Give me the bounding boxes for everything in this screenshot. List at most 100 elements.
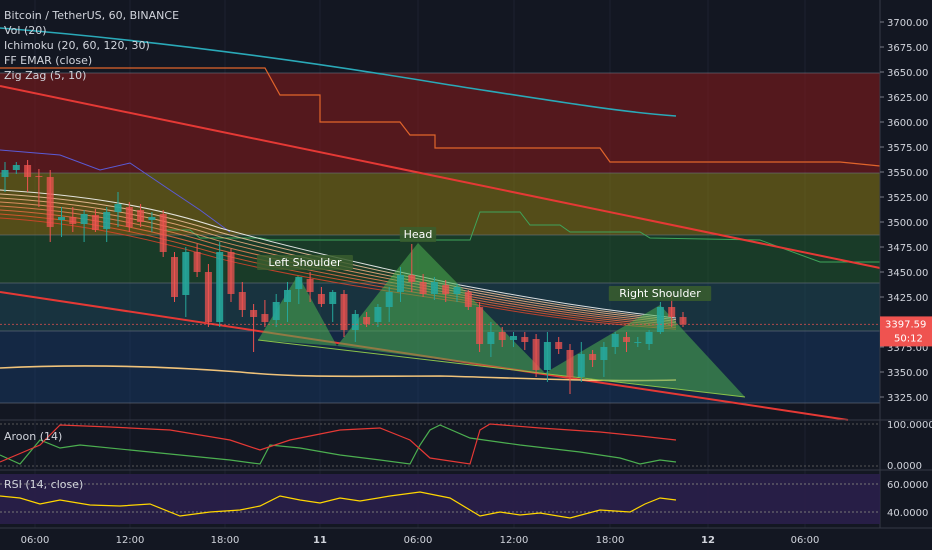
candle-body	[295, 277, 303, 289]
candle-body	[408, 275, 416, 282]
tenkan-line	[0, 149, 231, 233]
short-ma-line	[0, 365, 677, 382]
candle-body	[363, 317, 371, 324]
long-ma-line	[0, 27, 677, 117]
y-tick-label: 3350.00	[887, 368, 928, 379]
y-tick-label: 3600.00	[887, 118, 928, 129]
y-tick-label: 3500.00	[887, 218, 928, 229]
y-tick-label: 3525.00	[887, 193, 928, 204]
indicator-volume[interactable]: Vol (20)	[4, 24, 47, 37]
candle-body	[374, 307, 382, 322]
y-tick-label: 3700.00	[887, 18, 928, 29]
ichimoku-base-line	[0, 67, 881, 167]
candle-body	[543, 342, 551, 370]
candle-body	[442, 285, 450, 294]
rsi-label[interactable]: RSI (14, close)	[4, 478, 84, 491]
candle-body	[329, 292, 337, 304]
indicator-ichimoku[interactable]: Ichimoku (20, 60, 120, 30)	[4, 39, 150, 52]
candle-body	[46, 177, 54, 227]
ema-ribbon-line	[0, 213, 677, 329]
candle-body	[24, 165, 32, 177]
y-tick-label: 3575.00	[887, 143, 928, 154]
rsi-tick-label: 40.0000	[887, 508, 928, 519]
candle-body	[193, 252, 201, 272]
x-tick-label: 06:00	[791, 535, 820, 546]
y-tick-label: 3425.00	[887, 293, 928, 304]
y-tick-label: 3675.00	[887, 43, 928, 54]
resistance-trendline	[0, 85, 881, 269]
band-red	[0, 73, 880, 173]
candle-body	[204, 272, 212, 322]
ema-ribbon-line	[0, 217, 677, 330]
left-shoulder-triangle	[258, 275, 337, 346]
candle-body	[600, 347, 608, 360]
candle-body	[464, 292, 472, 307]
candle-body	[12, 165, 20, 170]
candle-body	[284, 290, 291, 302]
candle-body	[385, 292, 393, 307]
candle-body	[103, 212, 111, 229]
indicator-ff-emar[interactable]: FF EMAR (close)	[4, 54, 93, 67]
y-tick-label: 3450.00	[887, 268, 928, 279]
candle-body	[182, 252, 190, 295]
left-shoulder-label-bg	[257, 255, 353, 270]
price-badge	[880, 316, 932, 347]
candle-body	[261, 314, 269, 322]
ema-ribbon-line	[0, 205, 677, 325]
candle-body	[668, 307, 676, 317]
aroon-up-line	[0, 424, 677, 465]
head-label-bg	[399, 227, 437, 242]
candle-body	[521, 337, 529, 342]
candle-body	[634, 342, 642, 343]
candle-body	[35, 176, 43, 177]
x-tick-label: 18:00	[211, 535, 240, 546]
candle-body	[58, 217, 65, 220]
candle-body	[566, 350, 574, 377]
symbol-title[interactable]: Bitcoin / TetherUS, 60, BINANCE	[4, 9, 180, 22]
aroon-label[interactable]: Aroon (14)	[4, 430, 63, 443]
candle-body	[91, 215, 99, 230]
candle-body	[430, 282, 438, 294]
candle-body	[679, 317, 687, 325]
y-tick-label: 3625.00	[887, 93, 928, 104]
price-badge-countdown: 50:12	[894, 333, 923, 344]
candle-body	[125, 207, 133, 227]
candle-body	[645, 332, 653, 344]
aroon-down-line	[0, 423, 677, 465]
candle-body	[589, 354, 597, 360]
candle-body	[227, 252, 235, 294]
candle-body	[487, 332, 495, 344]
candle-body	[476, 307, 484, 344]
candle-body	[317, 294, 325, 304]
candle-body	[656, 307, 664, 332]
price-badge-value: 3397.59	[885, 319, 926, 330]
x-tick-label: 11	[313, 535, 327, 546]
candle-body	[340, 294, 348, 330]
x-tick-label: 06:00	[21, 535, 50, 546]
x-tick-label: 18:00	[596, 535, 625, 546]
y-tick-label: 3650.00	[887, 68, 928, 79]
candle-body	[419, 282, 427, 294]
x-tick-label: 12:00	[116, 535, 145, 546]
legend: Bitcoin / TetherUS, 60, BINANCE Vol (20)…	[4, 8, 179, 83]
y-tick-label: 3475.00	[887, 243, 928, 254]
y-tick-label: 3375.00	[887, 343, 928, 354]
head-label: Head	[404, 228, 433, 241]
candle-body	[238, 292, 246, 310]
x-tick-label: 06:00	[404, 535, 433, 546]
price-axis-bg	[880, 0, 932, 550]
candle-body	[510, 336, 517, 340]
candle-body	[532, 339, 540, 370]
aroon-tick-label: 100.0000	[887, 420, 932, 431]
candle-body	[498, 332, 506, 340]
candle-body	[577, 354, 585, 377]
candle-body	[611, 334, 619, 347]
ema-ribbon-line	[0, 209, 677, 327]
indicator-zigzag[interactable]: Zig Zag (5, 10)	[4, 69, 87, 82]
rsi-band	[0, 474, 880, 524]
candle-body	[171, 257, 178, 297]
right-shoulder-triangle	[545, 305, 745, 397]
rsi-line	[0, 491, 677, 519]
